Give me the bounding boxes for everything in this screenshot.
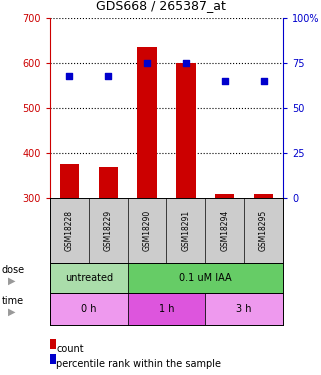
Text: 0 h: 0 h <box>81 304 97 314</box>
Bar <box>176 63 195 198</box>
Text: count: count <box>56 344 84 354</box>
Bar <box>215 194 234 198</box>
Bar <box>205 293 283 325</box>
Point <box>261 78 266 84</box>
Text: GSM18290: GSM18290 <box>143 210 152 251</box>
Text: GSM18228: GSM18228 <box>65 210 74 251</box>
Text: 0.1 uM IAA: 0.1 uM IAA <box>179 273 232 283</box>
Text: time: time <box>2 296 24 306</box>
Text: ▶: ▶ <box>8 307 15 317</box>
Text: GSM18294: GSM18294 <box>220 210 229 251</box>
Text: untreated: untreated <box>65 273 113 283</box>
Text: dose: dose <box>2 265 25 275</box>
Bar <box>128 263 283 293</box>
Point <box>67 73 72 79</box>
Point <box>144 60 150 66</box>
Point <box>183 60 188 66</box>
Bar <box>60 164 79 198</box>
Text: GSM18229: GSM18229 <box>104 210 113 251</box>
Text: 3 h: 3 h <box>237 304 252 314</box>
Bar <box>50 293 128 325</box>
Point <box>222 78 227 84</box>
Bar <box>99 166 118 198</box>
Text: percentile rank within the sample: percentile rank within the sample <box>56 359 221 369</box>
Bar <box>128 293 205 325</box>
Text: GSM18295: GSM18295 <box>259 210 268 251</box>
Point <box>106 73 111 79</box>
Bar <box>137 47 157 198</box>
Text: 1 h: 1 h <box>159 304 174 314</box>
Bar <box>254 194 273 198</box>
Text: GDS668 / 265387_at: GDS668 / 265387_at <box>96 0 225 12</box>
Text: GSM18291: GSM18291 <box>181 210 190 251</box>
Bar <box>50 263 128 293</box>
Text: ▶: ▶ <box>8 276 15 286</box>
